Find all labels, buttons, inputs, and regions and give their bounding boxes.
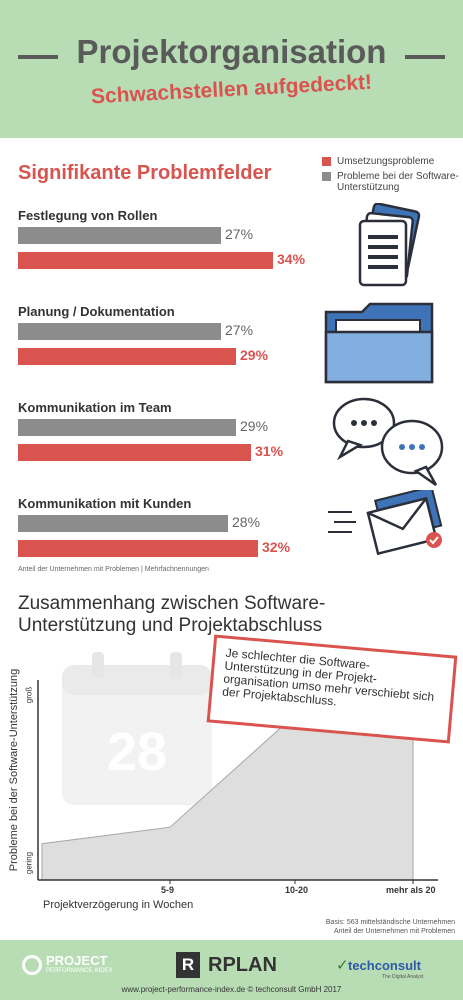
email-icon: [328, 490, 443, 556]
category-label: Festlegung von Rollen: [18, 208, 158, 223]
section-zusammenhang-title: Zusammenhang zwischen Software- Unterstü…: [18, 593, 325, 637]
bar-software: [18, 419, 236, 436]
footer-banner: PROJECT PERFORMANCE INDEX R RPLAN ✓ tech…: [0, 940, 463, 1000]
techconsult-check-icon: ✓: [336, 957, 349, 974]
bar-value-label: 29%: [240, 347, 269, 363]
bar-umsetzung: [18, 252, 273, 269]
header-right-rule: [405, 55, 445, 59]
section-problemfelder-title: Signifikante Problemfelder: [18, 162, 272, 184]
bar-umsetzung: [18, 444, 251, 461]
bar-software: [18, 227, 221, 244]
chart-legend: Umsetzungsprobleme Probleme bei der Soft…: [322, 156, 460, 197]
area-chart-zusammenhang: 28: [37, 652, 438, 884]
legend-label-software: Probleme bei der Software-Unterstützung: [337, 171, 459, 193]
folder-icon: [324, 302, 434, 384]
area-x-tick-10-20: 10-20: [285, 885, 309, 895]
category-label: Kommunikation mit Kunden: [18, 496, 192, 511]
pp-circle-icon: [22, 955, 42, 975]
legend-label-umsetzung: Umsetzungsprobleme: [337, 156, 435, 167]
bar-value-label: 29%: [240, 418, 269, 434]
calendar-number: 28: [107, 722, 167, 782]
category-label: Kommunikation im Team: [18, 400, 172, 415]
bar-software: [18, 323, 221, 340]
bar-umsetzung: [18, 540, 258, 557]
bar-chart-footnote: Anteil der Unternehmen mit Problemen | M…: [18, 566, 209, 573]
category-label: Planung / Dokumentation: [18, 304, 175, 319]
basis-line1: Basis: 563 mittelständische Unternehmen: [325, 919, 455, 926]
page-subtitle: Schwachstellen aufgedeckt!: [90, 70, 373, 109]
documents-icon: [358, 203, 421, 287]
speech-bubbles-icon: [332, 397, 444, 487]
bar-software: [18, 515, 228, 532]
basis-note: Basis: 563 mittelständische Unternehmen …: [326, 918, 455, 936]
section2-title-line2: Unterstützung und Projektabschluss: [18, 615, 323, 636]
basis-line2: Anteil der Unternehmen mit Problemen: [333, 928, 455, 935]
legend-item-umsetzung: Umsetzungsprobleme: [322, 156, 460, 167]
header-banner: Projektorganisation Schwachstellen aufge…: [0, 0, 463, 138]
legend-swatch-grey: [322, 172, 331, 181]
rplan-mark-icon: R: [176, 952, 200, 978]
area-x-axis-label: Projektverzögerung in Wochen: [43, 899, 194, 911]
legend-swatch-red: [322, 157, 331, 166]
section2-title-line1: Zusammenhang zwischen Software-: [18, 593, 326, 614]
header-left-rule: [18, 55, 58, 59]
legend-item-software: Probleme bei der Software-Unterstützung: [322, 171, 460, 193]
area-y-tick-high: groß: [24, 686, 34, 704]
techconsult-logo: ✓ techconsult The Digital Analyst: [336, 957, 424, 980]
bar-value-label: 28%: [232, 514, 261, 530]
area-y-tick-low: gering: [24, 851, 34, 875]
rplan-logo: R RPLAN: [176, 952, 286, 980]
area-x-tick-5-9: 5-9: [161, 885, 175, 895]
bar-umsetzung: [18, 348, 236, 365]
callout-text: Je schlechter die Software-Unterstützung…: [221, 645, 435, 709]
area-x-tick-mehr-als-20: mehr als 20: [386, 885, 436, 895]
project-performance-index-logo: PROJECT PERFORMANCE INDEX: [22, 953, 142, 983]
bar-value-label: 32%: [262, 539, 291, 555]
bar-value-label: 27%: [225, 322, 254, 338]
footer-url: www.project-performance-index.de © techc…: [121, 985, 342, 994]
calendar-icon: 28: [62, 652, 212, 805]
page-title: Projektorganisation: [76, 33, 387, 70]
bar-value-label: 31%: [255, 443, 284, 459]
bar-value-label: 27%: [225, 226, 254, 242]
bar-value-label: 34%: [277, 251, 306, 267]
